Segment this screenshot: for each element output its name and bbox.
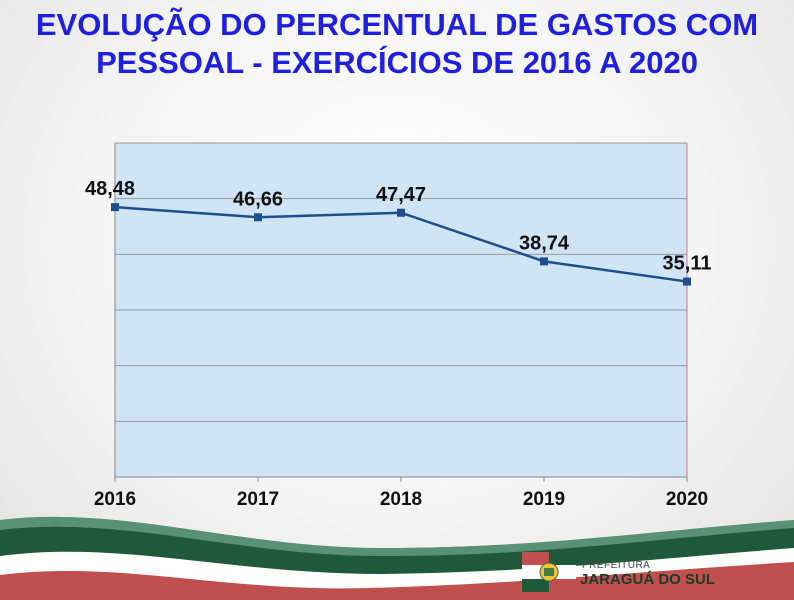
data-label: 38,74 bbox=[519, 232, 570, 254]
gridlines bbox=[115, 142, 687, 422]
wave-band-light-green bbox=[0, 516, 794, 556]
logo-text-prefeitura: PREFEITURA bbox=[582, 560, 651, 571]
x-axis-labels: 2016 2017 2018 2019 2020 bbox=[94, 489, 708, 510]
data-label: 46,66 bbox=[233, 188, 283, 210]
logo-text-city: JARAGUÁ DO SUL bbox=[580, 571, 716, 588]
chart-title: EVOLUÇÃO DO PERCENTUAL DE GASTOS COM PES… bbox=[0, 6, 794, 82]
data-point-marker bbox=[683, 277, 691, 286]
data-label: 48,48 bbox=[85, 178, 135, 200]
data-point-marker bbox=[540, 257, 548, 266]
x-axis-label: 2020 bbox=[666, 489, 708, 510]
x-axis-label: 2016 bbox=[94, 489, 136, 510]
data-point-marker bbox=[254, 213, 262, 222]
series-markers bbox=[111, 203, 691, 286]
chart-title-line-1: EVOLUÇÃO DO PERCENTUAL DE GASTOS COM bbox=[35, 7, 759, 42]
data-label: 47,47 bbox=[376, 184, 426, 206]
prefeitura-logo: PREFEITURA JARAGUÁ DO SUL bbox=[522, 550, 742, 594]
data-point-marker bbox=[397, 208, 405, 217]
data-point-marker bbox=[111, 203, 119, 212]
data-label: 35,11 bbox=[663, 253, 712, 275]
chart-title-line-2: PESSOAL - EXERCÍCIOS DE 2016 A 2020 bbox=[96, 45, 698, 80]
x-axis-ticks bbox=[114, 477, 688, 482]
x-axis-label: 2019 bbox=[523, 489, 565, 510]
data-labels: 48,48 46,66 47,47 38,74 35,11 bbox=[85, 178, 711, 274]
municipal-flag-icon bbox=[522, 552, 576, 592]
x-axis-label: 2018 bbox=[380, 489, 422, 510]
x-axis-label: 2017 bbox=[237, 489, 279, 510]
